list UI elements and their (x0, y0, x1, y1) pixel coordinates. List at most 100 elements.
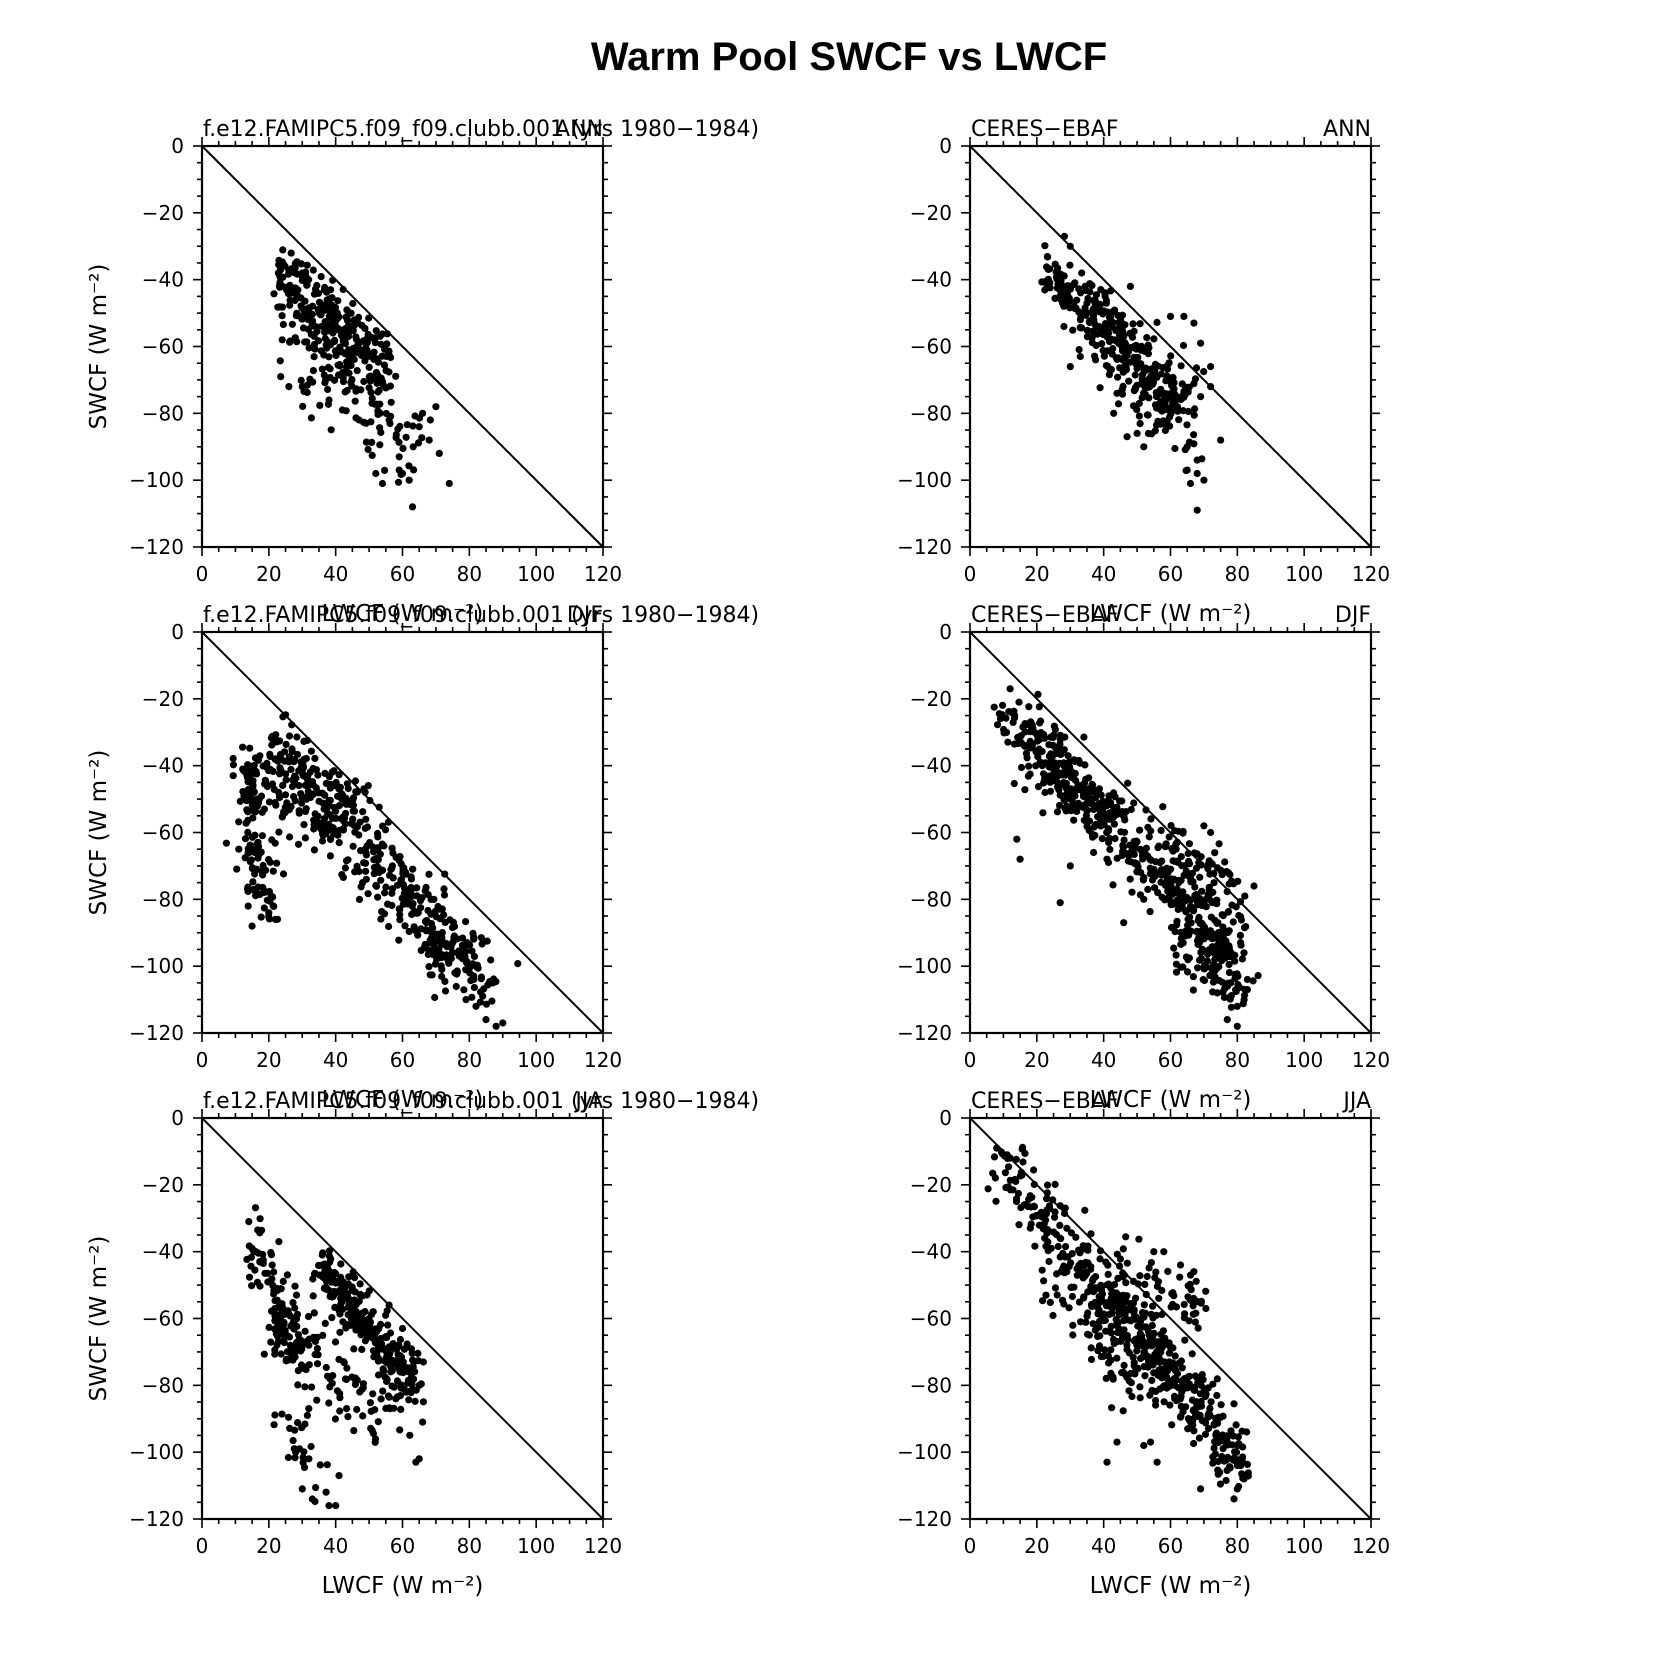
data-point (349, 1321, 357, 1329)
data-point (283, 1271, 291, 1279)
data-point (1107, 799, 1115, 807)
data-point (300, 1448, 308, 1456)
data-point (335, 1472, 343, 1480)
data-point (1131, 371, 1139, 379)
data-point (1027, 744, 1035, 752)
data-point (470, 952, 478, 961)
data-point (336, 362, 344, 370)
data-point (314, 771, 322, 779)
data-point (348, 1283, 356, 1291)
data-point (1212, 1414, 1220, 1423)
data-point (1094, 1332, 1102, 1340)
data-point (291, 1426, 299, 1434)
data-point (338, 406, 346, 414)
data-point (266, 765, 274, 773)
data-point (315, 789, 323, 797)
data-point (331, 1338, 340, 1346)
data-point (300, 821, 308, 829)
data-point (367, 1310, 376, 1319)
data-point (1217, 1401, 1225, 1409)
data-point (1092, 1273, 1100, 1281)
y-tick-label: −120 (897, 1021, 952, 1045)
data-point (1101, 320, 1109, 328)
data-point (263, 759, 271, 768)
data-point (313, 1360, 322, 1368)
data-point (1152, 858, 1160, 866)
data-point (326, 852, 334, 860)
data-point (1116, 1262, 1124, 1270)
x-axis-label: LWCF (W m⁻²) (322, 1573, 484, 1599)
data-point (321, 1269, 329, 1277)
data-point (1069, 326, 1077, 334)
data-point (411, 1368, 419, 1376)
data-point (1100, 1315, 1108, 1324)
data-point (360, 352, 368, 360)
data-point (335, 1307, 343, 1315)
scatter-points (222, 711, 522, 1030)
panel-case-label: CERES−EBAF (971, 117, 1119, 142)
data-point (1177, 1357, 1185, 1365)
data-point (1098, 835, 1106, 843)
data-point (1051, 1284, 1060, 1292)
data-point (1158, 893, 1166, 901)
data-point (1197, 948, 1205, 957)
data-point (1217, 436, 1225, 444)
data-point (1119, 1407, 1127, 1415)
y-tick-label: −40 (142, 268, 184, 292)
data-point (1083, 786, 1091, 794)
data-point (1055, 801, 1064, 810)
data-point (1240, 996, 1248, 1004)
data-point (1183, 443, 1191, 451)
data-point (295, 809, 303, 817)
data-point (1232, 1448, 1241, 1456)
data-point (334, 297, 342, 305)
data-point (1173, 395, 1181, 403)
data-point (1032, 762, 1040, 770)
data-point (394, 1351, 402, 1359)
data-point (1080, 816, 1088, 824)
data-point (371, 1435, 380, 1443)
data-point (1241, 892, 1249, 900)
x-tick-label: 120 (584, 1048, 622, 1072)
data-point (1197, 393, 1205, 401)
x-tick-label: 120 (1352, 562, 1390, 586)
data-point (1181, 1310, 1189, 1318)
data-point (1041, 242, 1049, 250)
data-point (418, 434, 426, 442)
data-point (1102, 1258, 1110, 1266)
data-point (302, 805, 310, 813)
data-point (1096, 1255, 1104, 1263)
data-point (258, 832, 266, 840)
data-point (1176, 1261, 1185, 1269)
data-point (1133, 838, 1141, 846)
x-tick-label: 60 (1158, 562, 1183, 586)
data-point (377, 915, 385, 923)
data-point (1232, 987, 1240, 996)
data-point (342, 1375, 351, 1383)
data-point (1044, 253, 1052, 261)
data-point (1196, 873, 1204, 881)
data-point (474, 964, 482, 972)
data-point (1193, 850, 1201, 858)
data-point (1085, 774, 1093, 782)
data-point (1108, 1404, 1116, 1412)
data-point (438, 972, 446, 981)
data-point (993, 1144, 1001, 1152)
data-point (1165, 833, 1173, 841)
data-point (305, 1405, 313, 1413)
data-point (1045, 752, 1053, 760)
data-point (305, 1341, 313, 1349)
data-point (351, 777, 360, 785)
data-point (1051, 1180, 1059, 1188)
data-point (267, 1338, 275, 1346)
y-tick-label: 0 (939, 1106, 952, 1130)
data-point (1088, 339, 1096, 347)
data-point (360, 785, 368, 793)
data-point (1136, 1330, 1144, 1338)
data-point (299, 324, 308, 332)
data-point (984, 1185, 992, 1193)
data-point (483, 937, 491, 945)
data-point (1170, 944, 1178, 952)
x-tick-label: 60 (1158, 1048, 1183, 1072)
data-point (1021, 720, 1029, 728)
